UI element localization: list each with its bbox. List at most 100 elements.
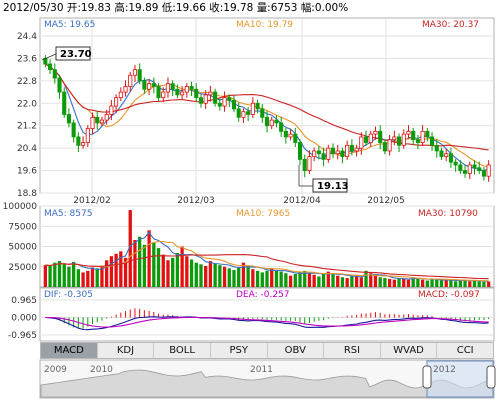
candle-body [396,136,402,146]
nav-label-2010: 2010 [90,365,113,375]
candle-body [439,150,444,157]
close-label: 收: [209,2,224,14]
volume-bar [303,270,307,287]
candle-body [57,77,62,93]
candle-body [76,136,81,146]
price-y-tick: 21.2 [17,122,37,132]
candle-body [283,130,288,138]
quote-header: 2012/05/30 开:19.83 高:19.89 低:19.66 收:19.… [0,0,498,17]
volume-bar [67,266,71,287]
low-value: 19.66 [175,2,206,14]
volume-ma10-label: MA10: 7965 [236,209,290,219]
candle-body [114,97,119,107]
volume-bar [293,274,297,287]
max-label-box [55,46,91,61]
candle-body [250,102,255,115]
candle-body [368,133,373,143]
candle-body [354,147,359,152]
macd-y-tick: 0.965 [11,296,37,306]
navigator-right-handle[interactable] [486,365,496,389]
high-value: 19.89 [128,2,159,14]
volume-bar [213,263,217,287]
candle-body [194,88,199,99]
volume-bar [435,279,439,287]
candle-body [293,133,298,143]
volume-bar [138,236,142,287]
candle-body [246,111,251,115]
candle-body [217,102,222,107]
candle-body [458,164,463,171]
price-y-tick: 20.4 [17,144,37,154]
candle-body [345,144,350,157]
volume-bar [100,265,104,287]
volume-bar [354,274,359,287]
dif-line [45,316,489,331]
candle-body [95,116,100,124]
price-y-tick: 19.6 [17,167,37,177]
price-x-tick: 2012/03 [177,196,214,206]
volume-bar [458,279,462,287]
tab-cci[interactable]: CCI [456,345,474,356]
candle-body [420,130,425,143]
tab-obv[interactable]: OBV [268,343,325,358]
candle-body [260,108,265,118]
volume-bar [369,273,373,287]
candle-body [411,130,416,141]
volume-bar [133,240,137,287]
candle-body [222,97,227,107]
price-y-tick: 18.8 [17,189,37,199]
volume-bar [326,271,330,287]
volume-bar [430,278,434,287]
volume-bar [189,259,194,287]
volume-bar [364,270,368,287]
change-value: 0.00% [314,2,349,14]
volume-bar [307,273,312,287]
candle-body [425,130,430,138]
candle-body [231,100,237,110]
tab-psy[interactable]: PSY [211,343,268,358]
navigator-left-handle[interactable] [422,365,432,389]
volume-bar [477,281,481,287]
tab-wvad[interactable]: WVAD [381,343,438,358]
tab-macd[interactable]: MACD [41,343,98,358]
tab-boll[interactable]: BOLL [154,343,211,358]
candle-body [104,114,109,121]
volume-bar [373,275,378,287]
volume-bar [48,265,52,287]
candle-body [363,136,369,143]
candle-body [269,119,274,127]
low-label: 低: [161,2,176,14]
candle-body [156,86,161,99]
candle-body [184,86,189,93]
candle-body [161,91,166,99]
indicator-tabs: MACD KDJ BOLL PSY OBV RSI WVAD CCI [40,342,494,359]
volume-bar [255,270,260,287]
min-price-label: 19.13 [317,181,349,192]
volume-y-tick: 100000 [3,202,38,212]
volume-bar [114,253,118,287]
tab-kdj[interactable]: KDJ [98,343,155,358]
volume-bar [449,280,453,287]
candle-body [444,153,449,157]
volume-bar [43,265,48,287]
candle-body [406,130,411,135]
candle-body [448,153,453,163]
navigator-selection[interactable] [426,360,494,398]
volume-bar [350,276,354,287]
volume-label: 量: [256,2,271,14]
dif-label: DIF: -0.305 [44,290,93,300]
volume-bar [105,260,109,287]
price-x-tick: 2012/04 [283,196,321,206]
volume-bar [321,274,326,287]
max-price-label: 23.70 [60,49,92,60]
tab-rsi[interactable]: RSI [324,343,381,358]
volume-bar [171,257,175,287]
volume-bar [387,278,392,287]
volume-bar [204,265,208,287]
dea-line [45,316,489,328]
candle-body [180,91,185,96]
max-marker-line [41,53,57,61]
quote-date: 2012/05/30 [3,2,64,14]
volume-bar [152,242,156,287]
